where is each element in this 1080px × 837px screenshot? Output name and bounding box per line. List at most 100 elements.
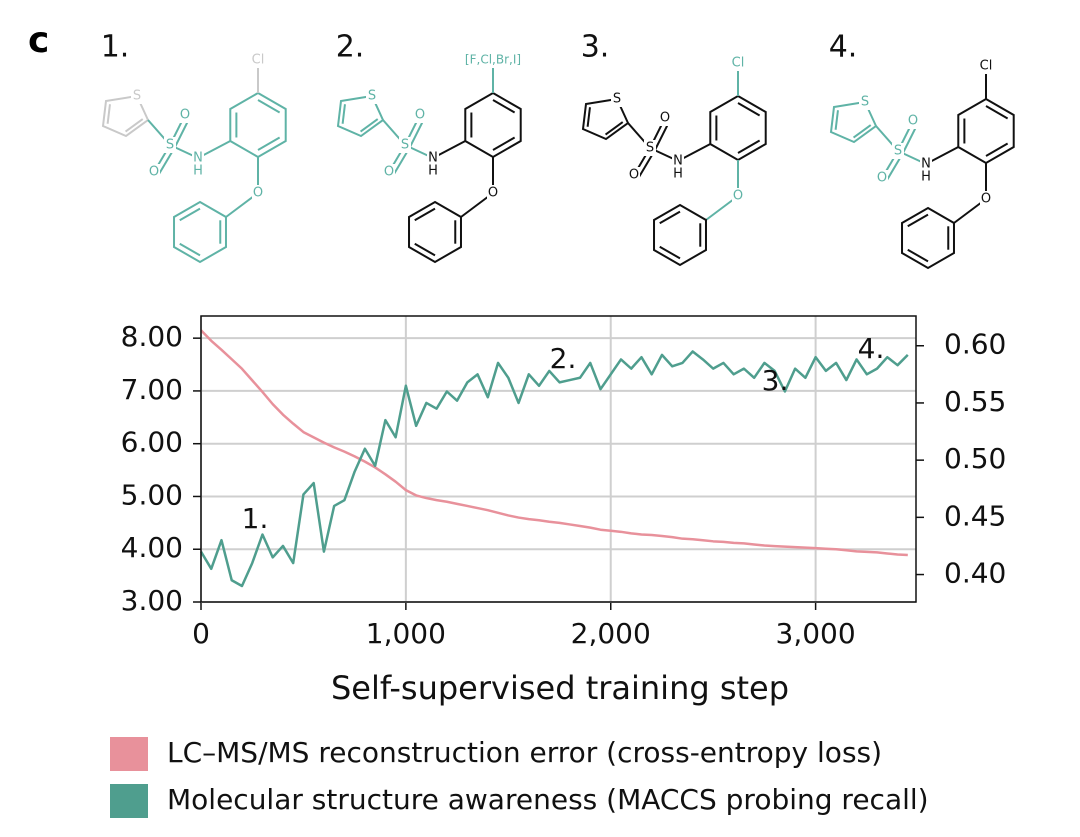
ring: [229, 91, 287, 159]
atom-label: H: [673, 167, 683, 182]
atom-label: S: [368, 89, 376, 104]
double-bond: [659, 210, 681, 225]
ring: [581, 97, 630, 141]
double-bond: [985, 142, 1009, 157]
plot-frame: [200, 315, 917, 603]
ring: [173, 200, 227, 264]
double-bond: [604, 121, 624, 136]
ring: [829, 100, 878, 144]
y-tick-label: 7.00: [121, 373, 183, 406]
atom-bg: [252, 185, 264, 201]
y2-tick-label: 0.55: [944, 385, 1006, 418]
atom-label: O: [488, 186, 498, 201]
atom-bg: [427, 150, 439, 166]
x-axis-label: Self-supervised training step: [331, 669, 789, 707]
double-bond: [179, 242, 201, 257]
atom-label: [F,Cl,Br,I]: [465, 53, 521, 67]
ring: [653, 203, 707, 267]
atom-label: S: [894, 144, 902, 159]
atom-label: O: [981, 192, 991, 207]
atom-label: O: [877, 171, 887, 186]
double-bond: [359, 118, 379, 133]
atom-bg: [383, 164, 395, 180]
double-bond: [907, 213, 929, 228]
atom-label: S: [613, 92, 621, 107]
atom-label: N: [428, 151, 438, 166]
atom-bg: [192, 163, 204, 179]
structure-label: 4.: [829, 30, 858, 65]
atom-label: O: [384, 165, 394, 180]
x-tick-label: 0: [192, 617, 210, 650]
atom-label: O: [253, 186, 263, 201]
y-tick-label: 4.00: [121, 531, 183, 564]
atom-bg: [487, 185, 499, 201]
y-tick-label: 5.00: [121, 478, 183, 511]
y-tick-label: 6.00: [121, 426, 183, 459]
double-bond: [257, 136, 281, 151]
atom-bg: [366, 88, 378, 104]
atom-bg: [892, 143, 904, 159]
double-bond: [414, 242, 436, 257]
atom-bg: [732, 188, 744, 204]
atom-label: S: [646, 141, 654, 156]
x-tick-label: 3,000: [776, 617, 856, 650]
ring: [957, 97, 1015, 165]
y2-tick-label: 0.40: [944, 557, 1006, 590]
atom-bg: [164, 137, 176, 153]
atom-label: Cl: [732, 56, 745, 71]
double-bond: [586, 107, 591, 127]
ring: [901, 206, 955, 270]
atom-label: O: [629, 168, 639, 183]
atom-bg: [192, 150, 204, 166]
atom-label: O: [733, 189, 743, 204]
legend-label: LC–MS/MS reconstruction error (cross-ent…: [167, 736, 882, 769]
double-bond: [737, 102, 761, 117]
atom-bg: [148, 164, 160, 180]
atom-bg: [611, 91, 623, 107]
atom-label: Cl: [980, 59, 993, 74]
data-line: [199, 350, 909, 588]
x-tick-label: 2,000: [571, 617, 651, 650]
structure-label: 1.: [101, 30, 130, 65]
atom-label: S: [401, 138, 409, 153]
atom-bg: [672, 153, 684, 169]
structure-label: 2.: [336, 30, 365, 65]
double-bond: [492, 99, 516, 114]
legend-label: Molecular structure awareness (MACCS pro…: [167, 783, 929, 816]
atom-label: O: [908, 114, 918, 129]
y2-tick-label: 0.50: [944, 442, 1006, 475]
double-bond: [179, 207, 201, 222]
structure-label: 3.: [581, 30, 610, 65]
atom-label: N: [193, 151, 203, 166]
ring: [336, 94, 385, 138]
atom-label: H: [428, 164, 438, 179]
atom-bg: [628, 167, 640, 183]
atom-bg: [920, 156, 932, 172]
annotation: 2.: [550, 342, 577, 375]
atom-bg: [876, 170, 888, 186]
atom-label: S: [861, 95, 869, 110]
atom-label: O: [180, 108, 190, 123]
atom-bg: [427, 163, 439, 179]
atom-label: S: [166, 138, 174, 153]
ring: [709, 94, 767, 162]
atom-label: O: [149, 165, 159, 180]
atom-label: Cl: [252, 53, 265, 68]
atom-bg: [980, 191, 992, 207]
atom-label: N: [921, 157, 931, 172]
annotation: 4.: [858, 332, 885, 365]
double-bond: [659, 245, 681, 260]
double-bond: [124, 118, 144, 133]
double-bond: [257, 99, 281, 114]
atom-bg: [672, 166, 684, 182]
atom-bg: [414, 107, 426, 123]
double-bond: [341, 104, 346, 124]
double-bond: [834, 110, 839, 130]
double-bond: [852, 124, 872, 139]
atom-bg: [131, 88, 143, 104]
